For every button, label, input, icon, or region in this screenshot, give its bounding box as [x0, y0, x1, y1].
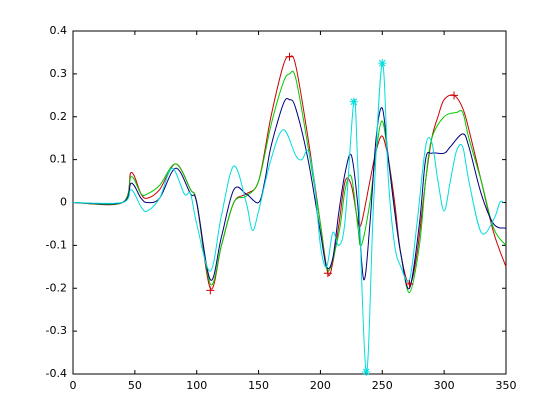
peak-marker [323, 269, 332, 278]
x-tick-label: 300 [434, 379, 455, 392]
series-line [72, 62, 504, 373]
y-tick-label: -0.2 [46, 281, 67, 294]
x-tick-label: 150 [248, 379, 269, 392]
y-tick-label: 0.3 [50, 67, 68, 80]
peak-marker [285, 52, 294, 61]
y-tick-label: 0.1 [50, 153, 68, 166]
peak-marker [206, 286, 215, 295]
peak-marker [405, 279, 414, 288]
series-line [72, 98, 507, 290]
x-tick-label: 200 [310, 379, 331, 392]
peak-marker [362, 367, 371, 376]
y-tick-label: 0.2 [50, 110, 68, 123]
y-tick-label: -0.1 [46, 238, 67, 251]
x-tick-label: 250 [372, 379, 393, 392]
x-tick-label: 100 [186, 379, 207, 392]
series-line [72, 70, 507, 294]
peak-marker [349, 97, 358, 106]
x-tick-label: 350 [496, 379, 517, 392]
peak-marker [450, 91, 459, 100]
peak-marker [378, 59, 387, 68]
y-tick-label: 0.4 [50, 24, 68, 37]
y-tick-label: -0.3 [46, 324, 67, 337]
y-tick-label: 0 [60, 196, 67, 209]
x-tick-label: 0 [70, 379, 77, 392]
y-tick-label: -0.4 [46, 367, 67, 380]
x-tick-label: 50 [128, 379, 142, 392]
